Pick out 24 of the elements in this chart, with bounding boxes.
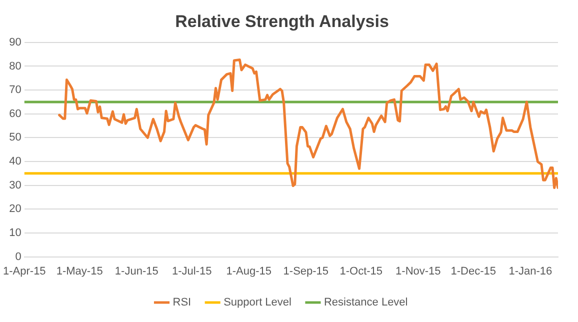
legend-label: Support Level xyxy=(224,296,292,309)
x-tick-label: 1-Jul-15 xyxy=(172,265,212,278)
chart-title: Relative Strength Analysis xyxy=(175,12,389,31)
x-tick-label: 1-Jan-16 xyxy=(508,265,552,278)
x-tick-label: 1-Aug-15 xyxy=(226,265,272,278)
y-tick-label: 20 xyxy=(9,203,22,216)
x-tick-label: 1-Jun-15 xyxy=(114,265,158,278)
x-tick-label: 1-Sep-15 xyxy=(283,265,329,278)
y-tick-label: 80 xyxy=(9,60,22,72)
x-tick-label: 1-May-15 xyxy=(56,265,103,278)
y-tick-label: 60 xyxy=(9,108,22,120)
y-tick-label: 10 xyxy=(9,227,22,240)
y-tick-label: 30 xyxy=(9,179,22,192)
x-tick-label: 1-Nov-15 xyxy=(396,265,441,278)
y-tick-label: 90 xyxy=(9,36,22,48)
x-tick-label: 1-Dec-15 xyxy=(450,265,496,278)
y-tick-label: 0 xyxy=(15,250,22,263)
y-tick-label: 50 xyxy=(9,132,22,144)
legend-label: RSI xyxy=(172,296,192,309)
y-tick-label: 40 xyxy=(9,156,22,168)
x-tick-label: 1-Oct-15 xyxy=(340,265,383,278)
y-tick-label: 70 xyxy=(9,84,22,96)
x-tick-label: 1-Apr-15 xyxy=(3,265,46,278)
legend-label: Resistance Level xyxy=(324,296,408,309)
